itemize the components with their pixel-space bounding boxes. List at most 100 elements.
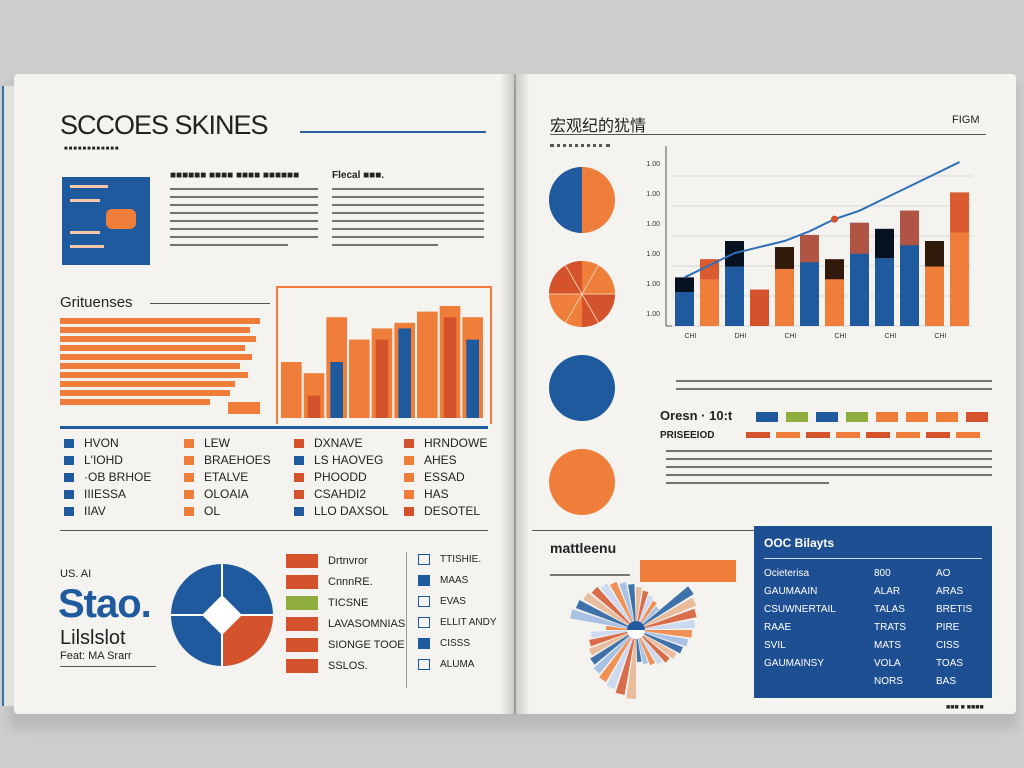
swatch — [286, 596, 318, 610]
x-tick-label: CHI — [935, 333, 947, 340]
legend-swatch — [404, 439, 414, 449]
column-bar-front — [353, 384, 366, 418]
swatch-label: SSLOS. — [328, 659, 368, 672]
chart-baseline — [60, 426, 488, 429]
legend-item: ·OB BRHOE — [64, 470, 151, 484]
swatch-list-item: Drtnvror — [286, 554, 368, 568]
swatch — [286, 617, 318, 631]
y-tick-label: 1.00 — [646, 191, 660, 198]
radial-wedge — [575, 599, 636, 630]
legend-swatch — [404, 456, 414, 466]
panel-cell: GAUMAINSY — [764, 658, 825, 669]
column-chart-frame — [276, 286, 492, 424]
pie-slice — [222, 615, 273, 666]
swatch-label: EVAS — [440, 596, 466, 608]
hbar — [60, 318, 260, 324]
radial-wedge — [636, 600, 657, 630]
legend-label: HAS — [424, 487, 449, 501]
combo-chart: 1.00 1.00 1.00 1.00 1.00 1.00 CHI DHI CHI CHI CHI C… — [646, 146, 972, 340]
panel-rule — [764, 558, 982, 559]
radial-wedge — [636, 630, 692, 638]
radial-wedge — [626, 630, 636, 699]
legend-swatch — [64, 456, 74, 466]
hbar — [60, 363, 240, 369]
swatch-list-item: TICSNE — [286, 596, 368, 610]
legend-label: AHES — [424, 453, 457, 467]
column-bar-front — [398, 328, 411, 418]
legend-swatch — [64, 507, 74, 517]
mid-swatch-small — [896, 432, 920, 438]
panel-cell: AO — [936, 568, 951, 579]
radial-wedge — [636, 590, 649, 630]
radial-burst-chart — [570, 581, 697, 699]
legend-label: ETALVE — [204, 470, 249, 484]
panel-cell: TALAS — [874, 604, 905, 615]
y-tick-label: 1.00 — [646, 311, 660, 318]
combo-bar-cap — [925, 241, 944, 267]
y-tick-label: 1.00 — [646, 221, 660, 228]
right-page-tag: FIGM — [952, 114, 980, 126]
radial-wedge — [636, 630, 655, 666]
legend-item: DESOTEL — [404, 504, 480, 518]
radial-wedge — [628, 584, 636, 630]
swatch — [418, 596, 430, 607]
mid-swatch-small — [926, 432, 950, 438]
swatch — [286, 659, 318, 673]
mid-swatch — [966, 412, 988, 422]
right-dotted-rule — [550, 144, 610, 150]
hbar — [60, 336, 256, 342]
mid-swatch — [786, 412, 808, 422]
legend-label: PHOODD — [314, 470, 367, 484]
mid-swatch-small — [746, 432, 770, 438]
radial-wedge — [593, 630, 636, 674]
panel-cell: TRATS — [874, 622, 907, 633]
legend-swatch — [294, 473, 304, 483]
mid-swatch-small — [836, 432, 860, 438]
legend-label: DESOTEL — [424, 504, 481, 518]
left-page-subtitle: ■■■■■■■■■■■■ — [64, 146, 120, 152]
legend-swatch — [184, 456, 194, 466]
stat-small: Feat: MA Srarr — [60, 650, 132, 662]
column-bar-front — [421, 350, 434, 418]
radial-wedge — [615, 630, 636, 695]
x-tick-label: CHI — [685, 333, 697, 340]
swatch-label: TTISHIE. — [440, 554, 482, 566]
left-page-title: SCCOES SKINES — [60, 110, 269, 140]
legend-item: BRAEHOES — [184, 453, 271, 467]
left-page: SCCOES SKINES ■■■■■■■■■■■■ ■■■■■■ ■■■■ ■… — [14, 74, 514, 714]
radial-wedge — [636, 595, 654, 630]
legend-swatch — [184, 490, 194, 500]
panel-cell: RAAE — [764, 622, 792, 633]
list-divider — [406, 552, 407, 688]
panel-cell: BRETIS — [936, 604, 973, 615]
legend-item: AHES — [404, 453, 457, 467]
legend-label: CSAHDI2 — [314, 487, 367, 501]
combo-bar-cap — [825, 259, 844, 280]
radial-wedge — [600, 583, 636, 630]
legend-label: HRNDOWE — [424, 436, 488, 450]
panel-cell: GAUMAAIN — [764, 586, 818, 597]
panel-cell: VOLA — [874, 658, 901, 669]
legend-label: OLOAIA — [204, 487, 249, 501]
radial-wedge — [636, 597, 697, 630]
column-bar-front — [443, 317, 457, 418]
hbar — [60, 345, 245, 351]
x-tick-label: CHI — [835, 333, 847, 340]
legend-rule — [60, 530, 488, 531]
stat-mid: Lilslslot — [60, 627, 126, 649]
panel-title: OOC Bilayts — [764, 536, 835, 550]
right-footer: ■■■ ■ ■■■■ — [946, 704, 984, 711]
radial-wedge — [588, 630, 636, 656]
bottom-rule — [532, 530, 754, 531]
mid-swatch-small — [866, 432, 890, 438]
column-bar-front — [375, 339, 389, 418]
panel-cell: PIRE — [936, 622, 960, 633]
legend-item: IIAV — [64, 504, 106, 518]
legend-item: ETALVE — [184, 470, 248, 484]
legend-item: PHOODD — [294, 470, 367, 484]
legend-label: BRAEHOES — [204, 453, 271, 467]
swatch-list-item: SIONGE TOOE — [286, 638, 405, 652]
hbar — [60, 381, 235, 387]
combo-bar-cap — [900, 210, 919, 246]
radial-wedge — [590, 630, 636, 665]
